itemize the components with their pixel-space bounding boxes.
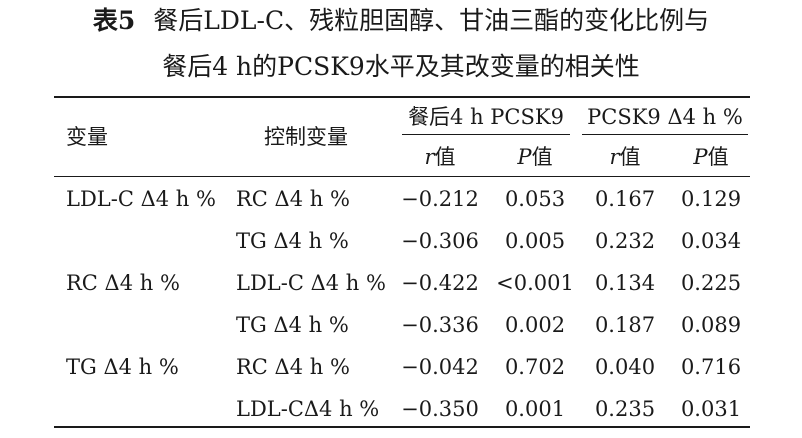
row-p1: <0.001 <box>496 271 574 295</box>
row-r2: 0.187 <box>594 313 656 337</box>
group2-underline <box>582 134 748 135</box>
row-r2: 0.232 <box>594 229 656 253</box>
header-group-postprandial-pcsk9: 餐后4 h PCSK9 <box>408 105 564 129</box>
row-variable: LDL-C Δ4 h % <box>66 187 216 211</box>
row-control: LDL-CΔ4 h % <box>236 397 380 421</box>
header-variable: 变量 <box>66 125 108 149</box>
group1-underline <box>402 134 570 135</box>
header-p-value-1: P值 <box>517 145 553 169</box>
header-r-value-1: r值 <box>424 145 456 169</box>
row-p1: 0.005 <box>504 229 566 253</box>
table-title-line-2: 餐后4 h的PCSK9水平及其改变量的相关性 <box>162 52 640 81</box>
header-group-pcsk9-change: PCSK9 Δ4 h % <box>587 105 743 129</box>
row-r1: −0.042 <box>401 355 479 379</box>
row-p2: 0.129 <box>680 187 742 211</box>
row-control: TG Δ4 h % <box>236 229 349 253</box>
row-r1: −0.306 <box>401 229 479 253</box>
row-p2: 0.089 <box>680 313 742 337</box>
row-p2: 0.225 <box>680 271 742 295</box>
header-r-value-2: r值 <box>609 145 641 169</box>
row-p1: 0.001 <box>504 397 566 421</box>
row-variable: TG Δ4 h % <box>66 355 179 379</box>
row-p2: 0.034 <box>680 229 742 253</box>
header-bottom-rule <box>54 176 750 177</box>
header-control-variable: 控制变量 <box>264 125 348 149</box>
table-title-text: 餐后LDL-C、残粒胆固醇、甘油三酯的变化比例与 <box>153 6 710 35</box>
row-control: RC Δ4 h % <box>236 355 350 379</box>
row-r2: 0.134 <box>594 271 656 295</box>
table-top-rule <box>54 96 750 98</box>
row-r1: −0.336 <box>401 313 479 337</box>
row-r1: −0.212 <box>401 187 479 211</box>
row-r1: −0.422 <box>401 271 479 295</box>
row-r1: −0.350 <box>401 397 479 421</box>
row-r2: 0.167 <box>594 187 656 211</box>
row-p2: 0.031 <box>680 397 742 421</box>
header-p-value-2: P值 <box>693 145 729 169</box>
row-p1: 0.053 <box>504 187 566 211</box>
row-r2: 0.235 <box>594 397 656 421</box>
row-variable: RC Δ4 h % <box>66 271 180 295</box>
row-control: RC Δ4 h % <box>236 187 350 211</box>
row-p2: 0.716 <box>680 355 742 379</box>
row-control: LDL-C Δ4 h % <box>236 271 386 295</box>
table-bottom-rule <box>54 426 750 428</box>
table-label: 表5 <box>92 6 136 35</box>
row-p1: 0.002 <box>504 313 566 337</box>
table-title-line-1: 表5 餐后LDL-C、残粒胆固醇、甘油三酯的变化比例与 <box>0 5 802 37</box>
row-r2: 0.040 <box>594 355 656 379</box>
row-control: TG Δ4 h % <box>236 313 349 337</box>
row-p1: 0.702 <box>504 355 566 379</box>
